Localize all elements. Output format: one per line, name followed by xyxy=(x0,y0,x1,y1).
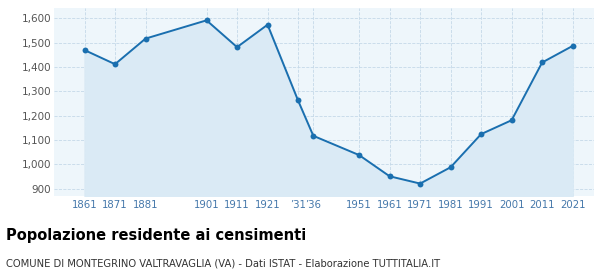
Point xyxy=(263,22,272,27)
Text: COMUNE DI MONTEGRINO VALTRAVAGLIA (VA) - Dati ISTAT - Elaborazione TUTTITALIA.IT: COMUNE DI MONTEGRINO VALTRAVAGLIA (VA) -… xyxy=(6,259,440,269)
Text: Popolazione residente ai censimenti: Popolazione residente ai censimenti xyxy=(6,228,306,243)
Point xyxy=(141,36,151,41)
Point xyxy=(232,45,242,49)
Point xyxy=(202,18,211,23)
Point xyxy=(308,134,318,138)
Point xyxy=(110,62,120,66)
Point xyxy=(476,132,486,136)
Point xyxy=(538,60,547,65)
Point xyxy=(415,181,425,186)
Point xyxy=(80,48,89,52)
Point xyxy=(354,153,364,157)
Point xyxy=(446,165,455,169)
Point xyxy=(507,118,517,122)
Point xyxy=(568,44,577,48)
Point xyxy=(293,98,303,103)
Point xyxy=(385,174,394,179)
